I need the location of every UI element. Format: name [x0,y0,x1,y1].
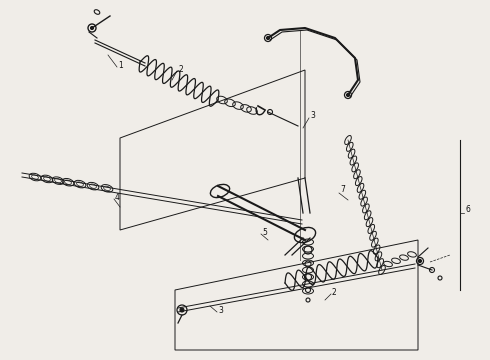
Circle shape [91,27,94,30]
Text: 7: 7 [340,185,345,194]
Text: 2: 2 [178,65,183,74]
Text: 4: 4 [115,193,120,202]
Text: 2: 2 [332,288,337,297]
Text: 5: 5 [262,228,267,237]
Circle shape [346,94,349,96]
Text: 6: 6 [465,205,470,214]
Circle shape [267,36,270,40]
Text: 1: 1 [118,61,123,70]
Text: 3: 3 [218,306,223,315]
Text: 3: 3 [310,111,315,120]
Circle shape [418,260,421,262]
Circle shape [180,308,184,312]
